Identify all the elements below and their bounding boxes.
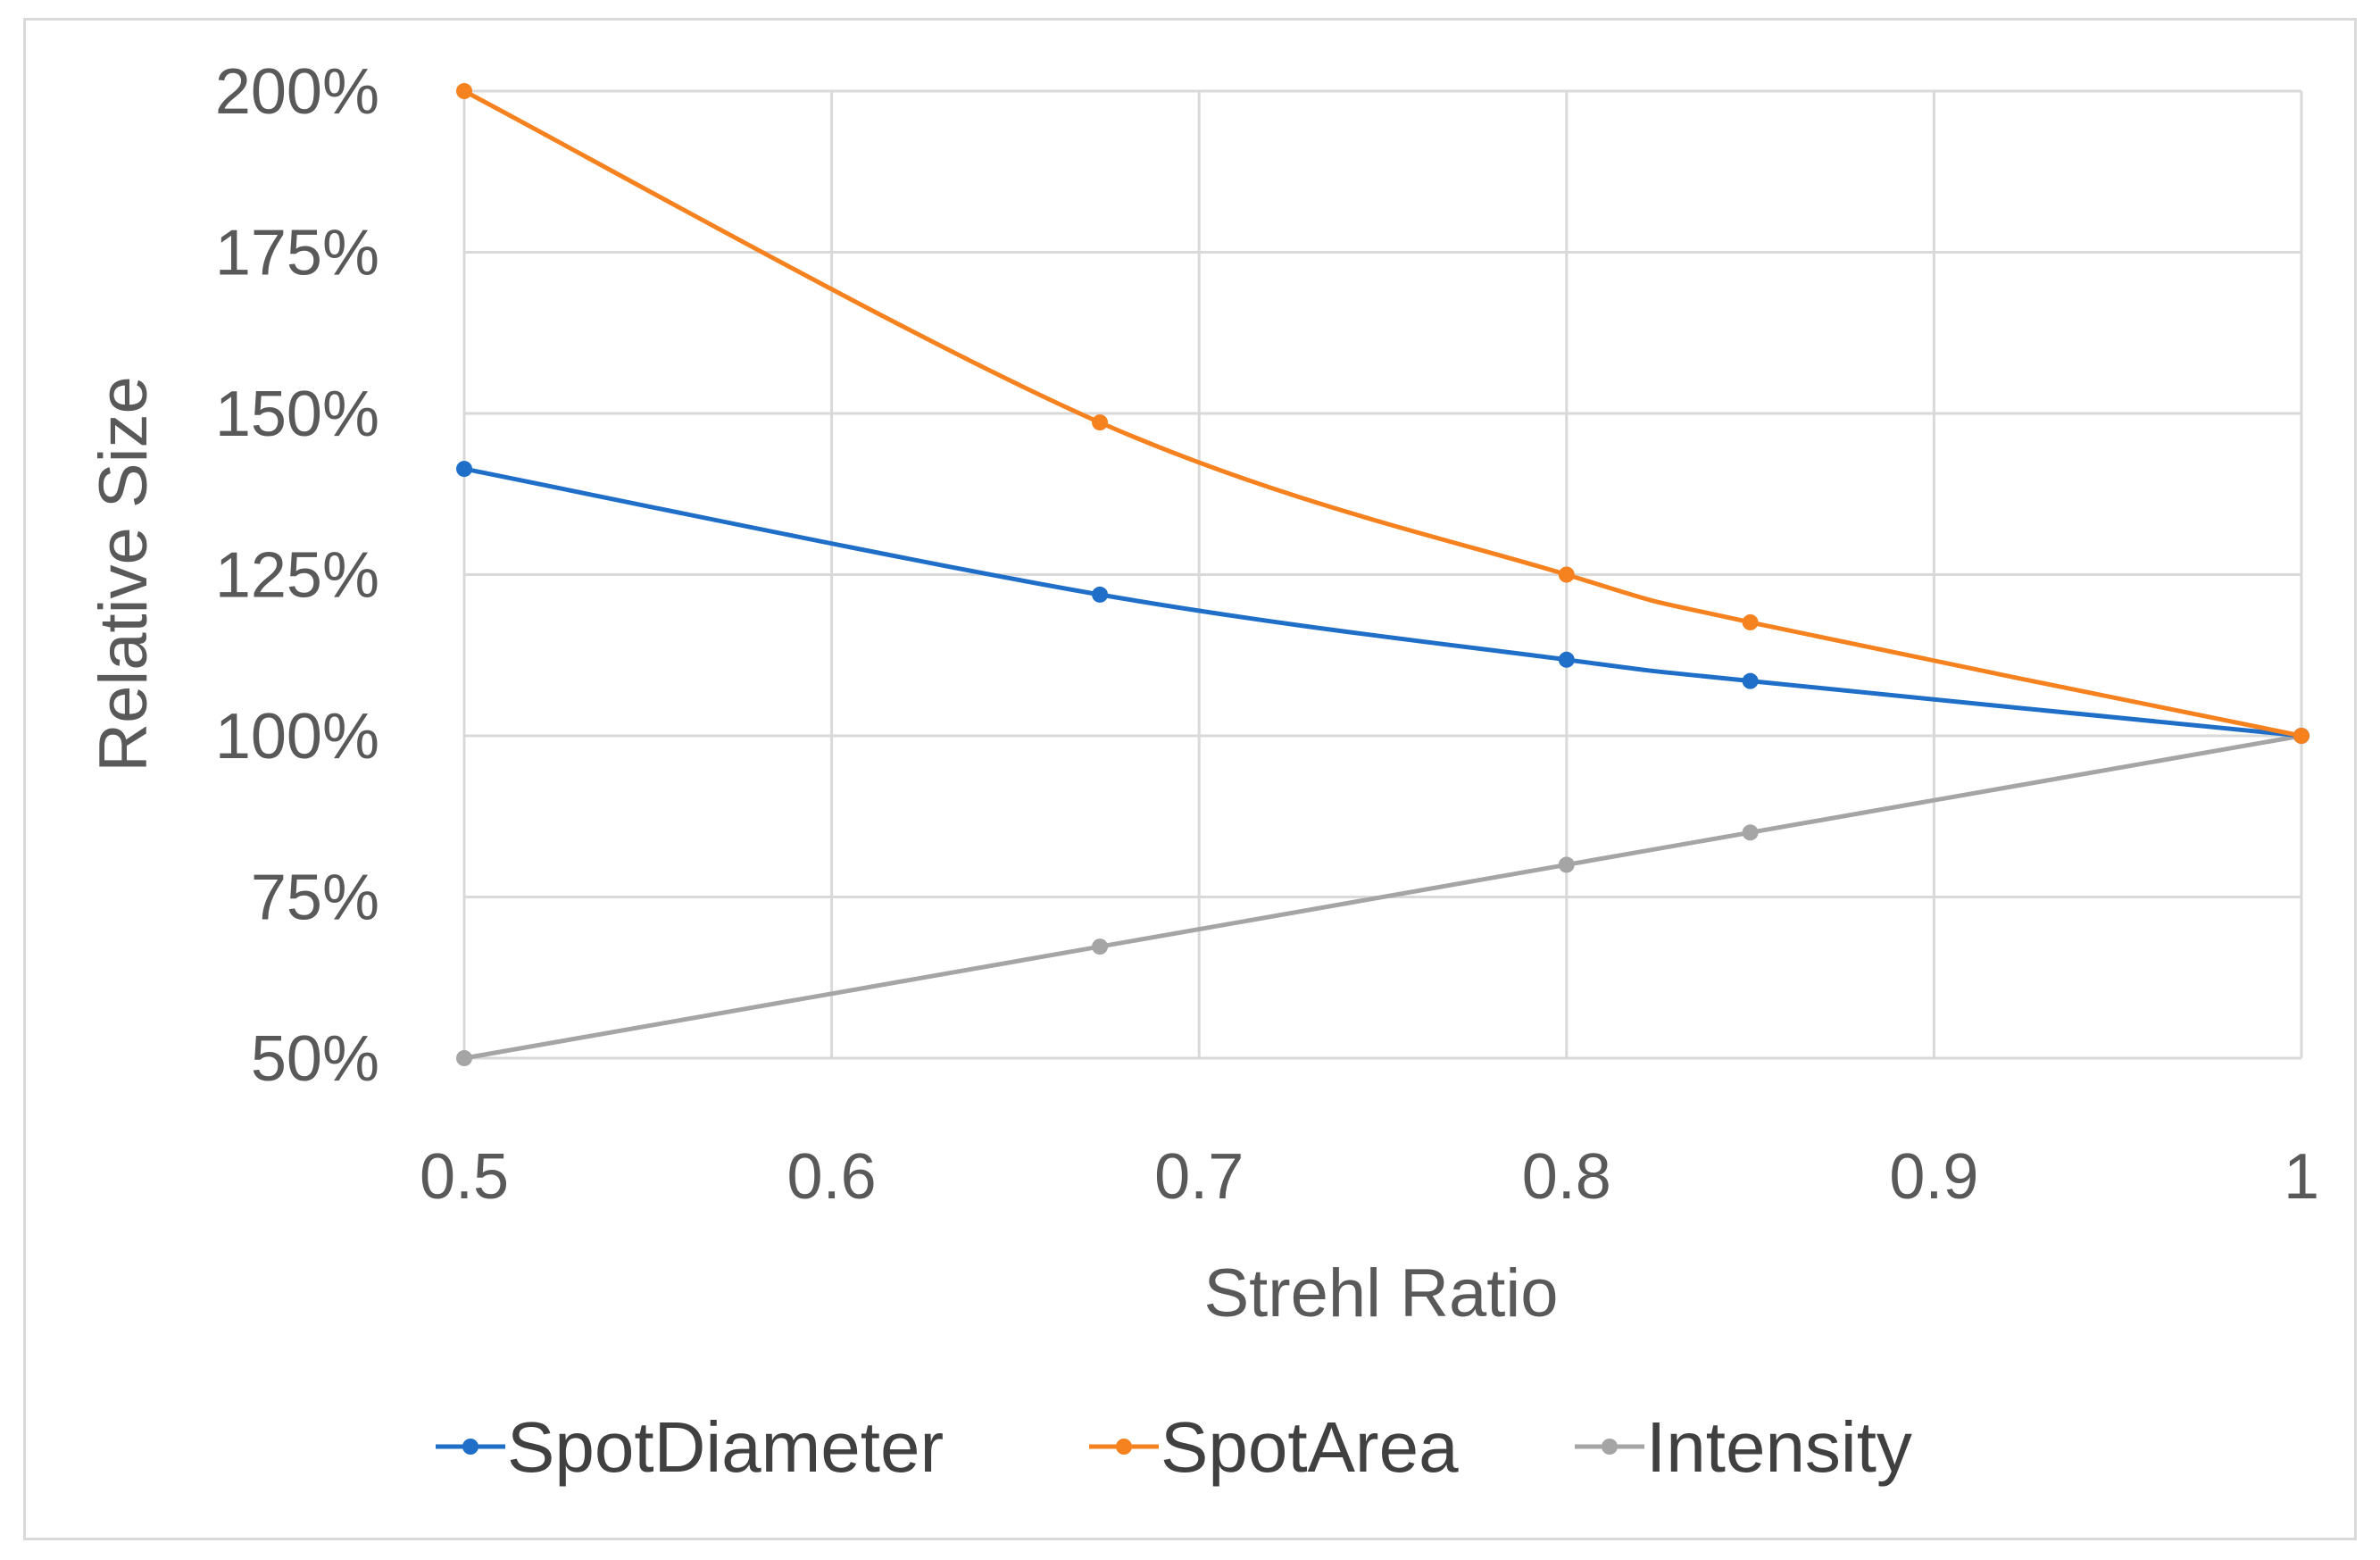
legend-swatch-marker	[1602, 1439, 1618, 1455]
x-axis-ticks: 0.5 0.6 0.7 0.8 0.9 1	[420, 1141, 2319, 1213]
data-point-spotarea	[1742, 613, 1759, 630]
series-line-intensity	[463, 733, 2302, 1061]
data-point-spotarea	[1092, 414, 1109, 431]
series-line-spotdiameter	[463, 466, 2302, 738]
x-axis-title: Strehl Ratio	[1203, 1256, 1558, 1331]
gridlines	[462, 89, 2303, 1060]
chart-frame	[23, 18, 2357, 1540]
y-axis-ticks: 200% 175% 150% 125% 100% 75% 50%	[215, 56, 379, 1095]
legend-swatch-marker	[1116, 1439, 1132, 1455]
x-tick-label: 0.6	[787, 1141, 877, 1213]
x-tick-label: 0.5	[420, 1141, 509, 1213]
y-axis-title: Relative Size	[86, 376, 162, 772]
legend-label: SpotArea	[1161, 1407, 1459, 1487]
data-point-spotarea	[2293, 728, 2309, 744]
legend-swatch-marker	[462, 1439, 478, 1455]
data-point-spotdiameter	[1558, 651, 1575, 668]
y-tick-label: 75%	[251, 863, 379, 934]
x-tick-label: 0.8	[1522, 1141, 1611, 1213]
data-point-intensity	[1742, 824, 1759, 841]
x-tick-label: 0.9	[1889, 1141, 1978, 1213]
y-tick-label: 150%	[215, 379, 379, 450]
series-spotarea	[456, 83, 2309, 744]
legend: SpotDiameter SpotArea Intensity	[436, 1407, 1912, 1487]
y-tick-label: 100%	[215, 701, 379, 772]
legend-item-intensity: Intensity	[1575, 1407, 1912, 1487]
x-tick-label: 1	[2284, 1141, 2319, 1213]
data-point-intensity	[1558, 856, 1575, 873]
data-point-spotdiameter	[456, 461, 472, 478]
y-tick-label: 175%	[215, 218, 379, 289]
legend-item-spotarea: SpotArea	[1089, 1407, 1459, 1487]
legend-label: SpotDiameter	[507, 1407, 944, 1487]
x-tick-label: 0.7	[1154, 1141, 1244, 1213]
series-line-spotarea	[462, 88, 2302, 738]
y-tick-label: 125%	[215, 540, 379, 612]
legend-label: Intensity	[1646, 1407, 1912, 1487]
data-point-spotarea	[456, 83, 472, 99]
y-tick-label: 200%	[215, 56, 379, 128]
data-point-spotarea	[1558, 566, 1575, 583]
legend-item-spotdiameter: SpotDiameter	[436, 1407, 944, 1487]
data-point-intensity	[456, 1050, 472, 1066]
series-layer	[456, 83, 2309, 1066]
data-point-spotdiameter	[1092, 586, 1109, 603]
y-tick-label: 50%	[251, 1023, 379, 1095]
data-point-spotdiameter	[1742, 672, 1759, 689]
data-point-intensity	[1092, 939, 1109, 955]
series-spotdiameter	[456, 461, 2309, 744]
